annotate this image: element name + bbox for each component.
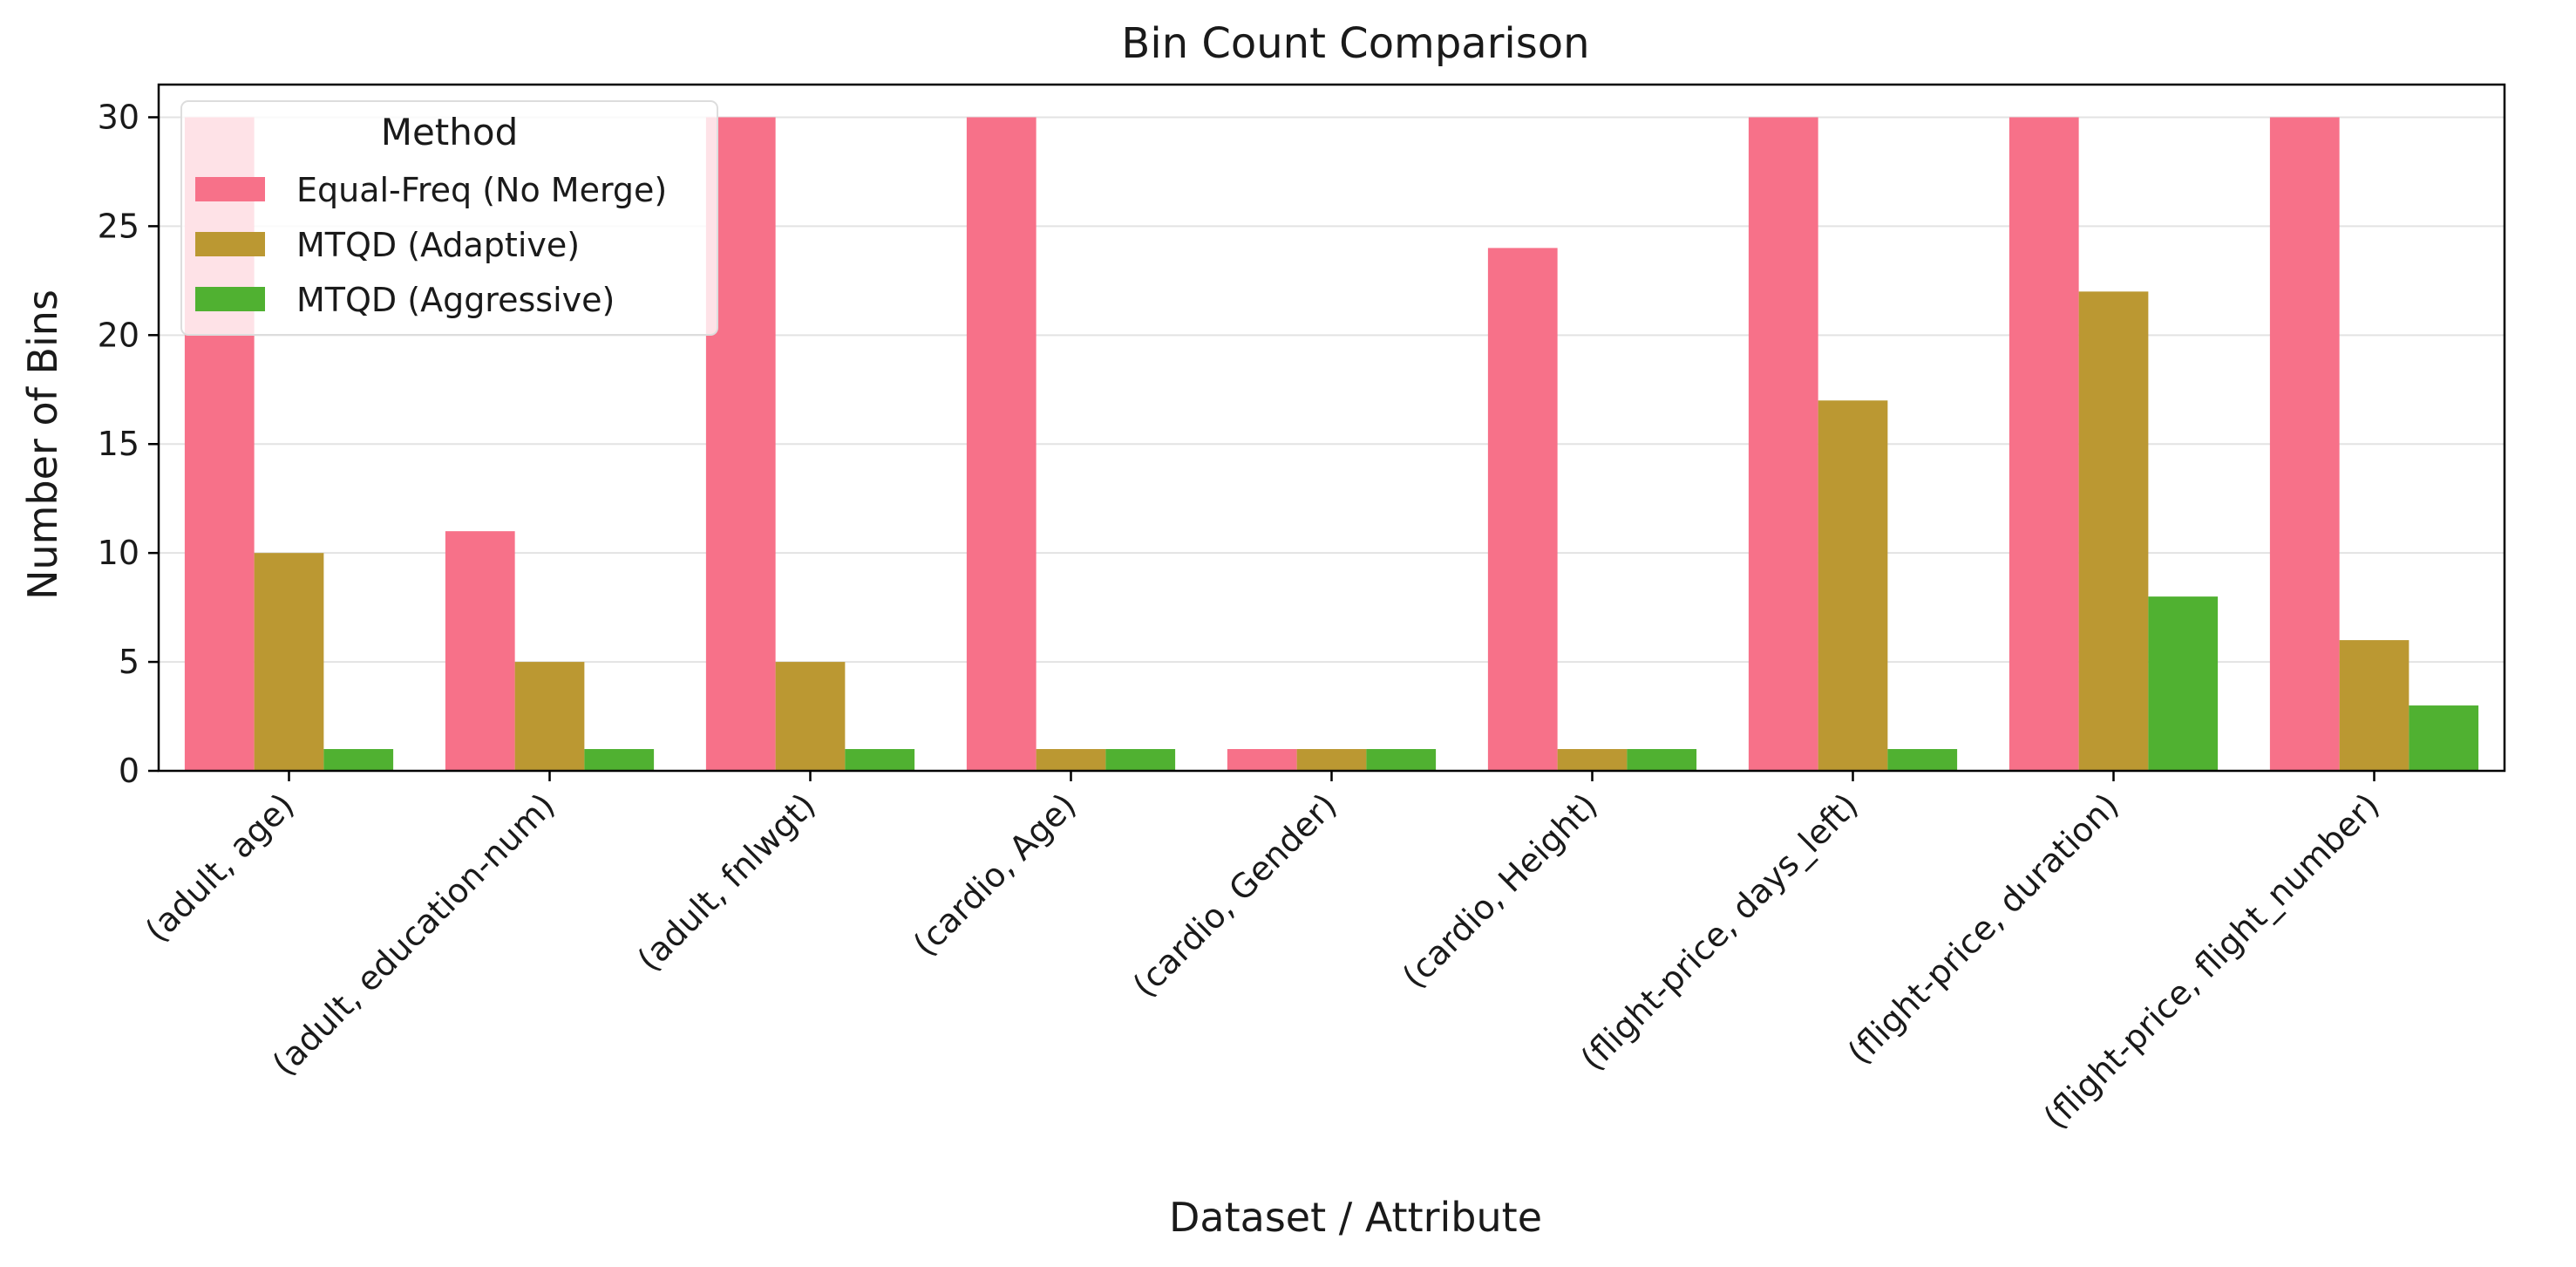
bar	[254, 553, 324, 771]
y-tick-label: 0	[119, 752, 139, 790]
bar	[2269, 117, 2340, 771]
legend: Method Equal-Freq (No Merge) MTQD (Adaptiv…	[180, 100, 718, 336]
bar	[2078, 291, 2149, 771]
bar	[445, 531, 515, 771]
bar	[1105, 749, 1176, 771]
bar	[1227, 749, 1297, 771]
legend-swatch	[195, 287, 265, 311]
chart-title: Bin Count Comparison	[1121, 19, 1589, 68]
bar	[514, 662, 585, 771]
legend-label: MTQD (Adaptive)	[296, 226, 580, 264]
bar	[2339, 640, 2409, 771]
bar	[1296, 749, 1367, 771]
bar	[775, 662, 846, 771]
legend-swatch	[195, 232, 265, 256]
y-axis: 0 5 10 15 20 25 30	[98, 98, 159, 790]
bar	[1487, 248, 1558, 771]
bar	[966, 117, 1037, 771]
y-tick-label: 5	[119, 643, 139, 681]
bar	[845, 749, 915, 771]
bar	[1366, 749, 1437, 771]
legend-label: MTQD (Aggressive)	[296, 281, 615, 319]
y-tick-label: 10	[98, 534, 139, 572]
bar	[2008, 117, 2079, 771]
y-tick-label: 30	[98, 98, 139, 136]
bar	[1818, 400, 1888, 771]
bar	[323, 749, 394, 771]
bar	[1748, 117, 1818, 771]
legend-box	[180, 100, 718, 336]
legend-label: Equal-Freq (No Merge)	[296, 171, 667, 209]
y-tick-label: 15	[98, 425, 139, 463]
bar	[1557, 749, 1628, 771]
bar	[2409, 705, 2479, 771]
y-axis-label: Number of Bins	[19, 290, 66, 600]
bar	[1036, 749, 1106, 771]
bar	[1887, 749, 1958, 771]
y-tick-label: 20	[98, 316, 139, 354]
bar	[2148, 596, 2219, 771]
bar	[584, 749, 655, 771]
legend-title: Method	[381, 111, 519, 153]
legend-swatch	[195, 177, 265, 201]
y-tick-label: 25	[98, 207, 139, 245]
x-axis-label: Dataset / Attribute	[1169, 1194, 1542, 1241]
bar	[1627, 749, 1697, 771]
